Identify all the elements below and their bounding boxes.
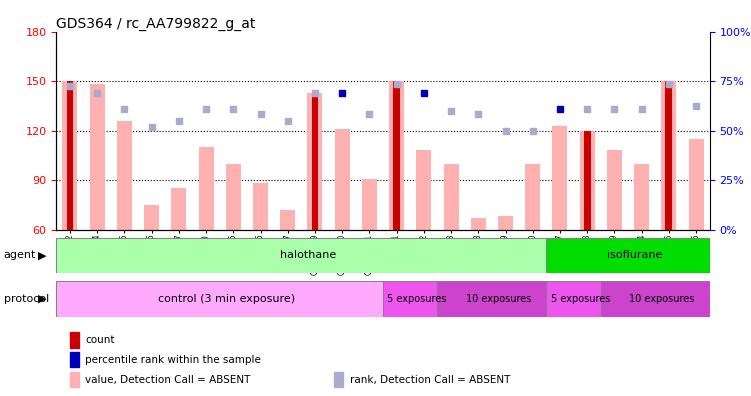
Bar (389, 81, 404, 230)
Bar (471, 218, 486, 230)
Text: halothane: halothane (280, 250, 336, 261)
Bar (444, 164, 459, 230)
Bar (117, 121, 132, 230)
Bar (253, 183, 268, 230)
Text: 5 exposures: 5 exposures (388, 294, 447, 304)
Bar (312, 93, 318, 230)
Bar (607, 150, 622, 230)
Bar (394, 81, 400, 230)
Bar (226, 164, 241, 230)
FancyBboxPatch shape (437, 281, 547, 317)
Bar (89, 84, 104, 230)
Bar (144, 205, 159, 230)
Bar (634, 164, 649, 230)
Bar (525, 164, 540, 230)
Text: 10 exposures: 10 exposures (629, 294, 695, 304)
Bar (62, 81, 77, 230)
Bar (584, 131, 590, 230)
FancyBboxPatch shape (383, 281, 437, 317)
FancyBboxPatch shape (547, 238, 710, 273)
Bar (307, 93, 322, 230)
Text: 5 exposures: 5 exposures (550, 294, 610, 304)
Text: rank, Detection Call = ABSENT: rank, Detection Call = ABSENT (350, 375, 510, 385)
FancyBboxPatch shape (547, 281, 601, 317)
Text: 10 exposures: 10 exposures (466, 294, 532, 304)
Bar (335, 129, 350, 230)
Bar (662, 81, 677, 230)
Text: agent: agent (4, 250, 36, 261)
Bar (362, 179, 377, 230)
FancyBboxPatch shape (601, 281, 710, 317)
Text: ▶: ▶ (38, 294, 46, 304)
Bar (280, 210, 295, 230)
Bar (70, 372, 79, 387)
FancyBboxPatch shape (56, 238, 547, 273)
Bar (70, 352, 79, 367)
Text: control (3 min exposure): control (3 min exposure) (158, 294, 295, 304)
Bar (198, 147, 213, 230)
Bar (70, 332, 79, 348)
Bar (171, 188, 186, 230)
FancyBboxPatch shape (56, 281, 383, 317)
Text: count: count (86, 335, 115, 345)
Bar (689, 139, 704, 230)
Bar (498, 217, 513, 230)
Bar (67, 81, 74, 230)
Bar (334, 372, 343, 387)
Bar (553, 126, 568, 230)
Bar (580, 131, 595, 230)
Text: ▶: ▶ (38, 250, 46, 261)
Bar (416, 150, 431, 230)
Text: percentile rank within the sample: percentile rank within the sample (86, 355, 261, 365)
Text: value, Detection Call = ABSENT: value, Detection Call = ABSENT (86, 375, 251, 385)
Bar (665, 81, 672, 230)
Text: protocol: protocol (4, 294, 49, 304)
Text: isoflurane: isoflurane (607, 250, 662, 261)
Text: GDS364 / rc_AA799822_g_at: GDS364 / rc_AA799822_g_at (56, 17, 255, 30)
